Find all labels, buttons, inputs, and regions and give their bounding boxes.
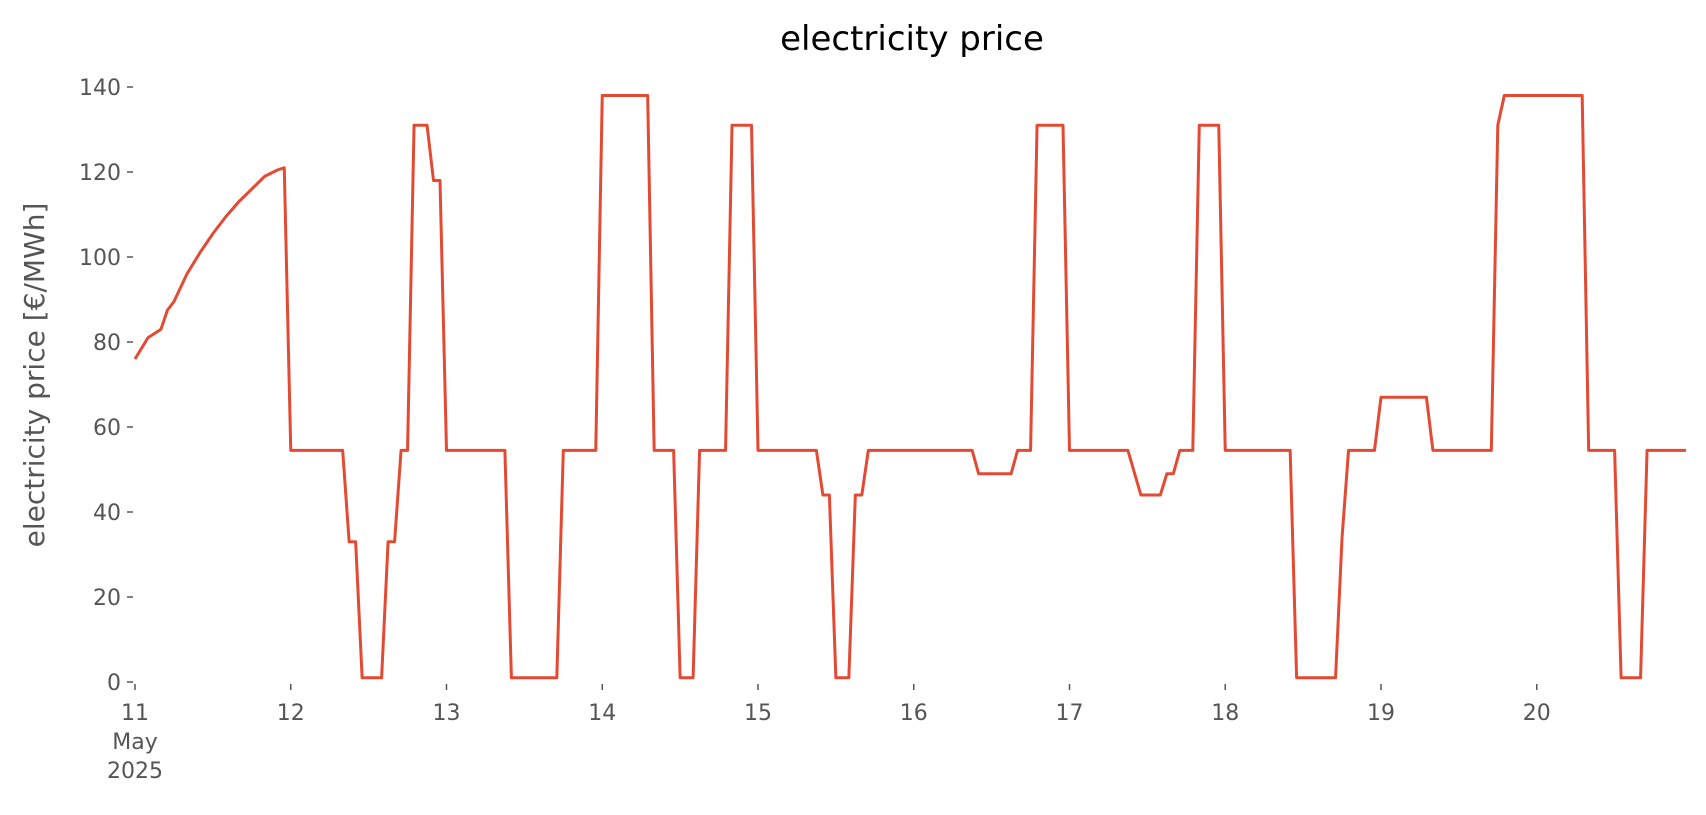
y-tick-label: 80 [93,331,121,356]
x-tick-label: 15 [744,701,772,726]
line-series [133,94,1686,680]
y-tick-label: 140 [79,76,121,101]
x-tick-label: 13 [432,701,460,726]
x-tick-label: 18 [1211,701,1239,726]
x-tick-label: 16 [900,701,928,726]
y-axis-label: electricity price [€/MWh] [18,203,51,548]
y-tick-label: 100 [79,246,121,271]
y-tick-label: 120 [79,161,121,186]
x-tick-label: 19 [1367,701,1395,726]
y-tick-label: 20 [93,586,121,611]
x-tick-label: 14 [588,701,616,726]
chart-title: electricity price [780,19,1044,59]
x-tick-label: 17 [1055,701,1083,726]
y-tick-label: 0 [107,671,121,696]
x-tick-label: 12 [277,701,305,726]
x-tick-label: 11 May 2025 [107,701,163,784]
y-tick-label: 40 [93,501,121,526]
x-tick-label: 20 [1523,701,1551,726]
y-tick-label: 60 [93,416,121,441]
